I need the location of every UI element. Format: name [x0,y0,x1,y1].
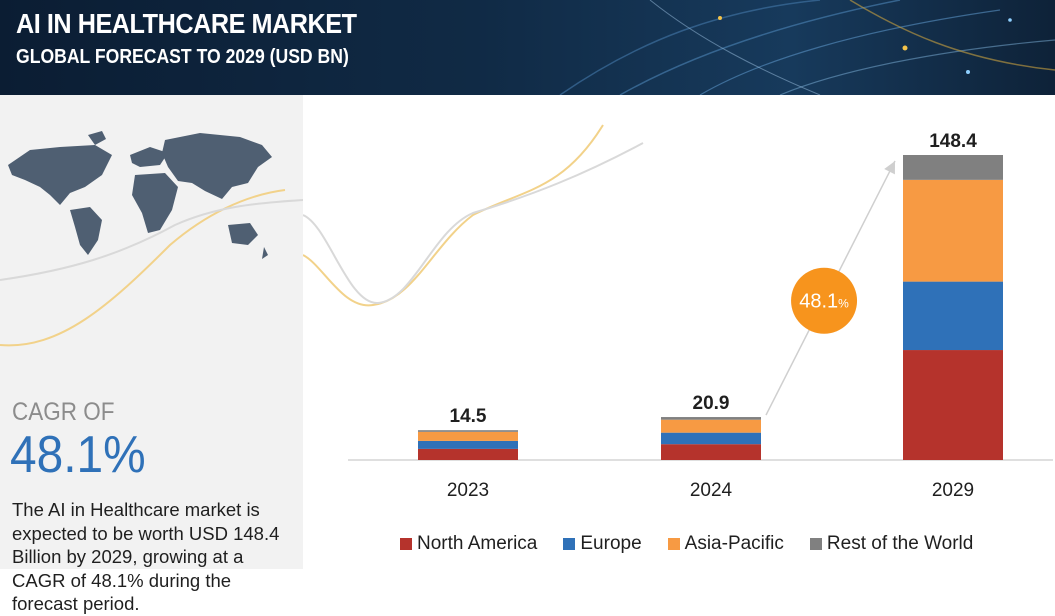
cagr-badge: 48.1% [799,291,849,313]
world-map-icon [8,131,272,259]
legend-swatch [400,538,412,550]
bar-segment-2023-north-america [418,448,518,460]
bar-segment-2023-europe [418,440,518,449]
cagr-badge-unit: % [838,297,849,311]
bar-segment-2029-europe [903,281,1003,351]
total-label-2024: 20.9 [693,393,730,414]
cagr-value: 48.1% [10,426,146,484]
header-banner: AI IN HEALTHCARE MARKET GLOBAL FORECAST … [0,0,1055,95]
legend-label: Asia-Pacific [684,533,784,554]
page-title: AI IN HEALTHCARE MARKET [16,8,357,39]
x-tick-label-2023: 2023 [447,480,489,501]
legend-swatch [667,538,680,550]
legend-label: North America [417,533,538,554]
stacked-bar-chart: 14.5 2023 20.9 2024 148.4 2029 48.1% [303,124,1053,501]
cagr-label: CAGR OF [12,398,115,426]
bars-group: 14.5 2023 20.9 2024 148.4 2029 [418,131,1003,501]
legend-item-europe: Europe [563,533,642,555]
bar-segment-2023-asia-pacific [418,431,518,441]
page-subtitle: GLOBAL FORECAST TO 2029 (USD BN) [16,46,349,68]
legend-swatch [563,538,576,550]
left-panel-art [0,131,303,347]
legend-label: Rest of the World [826,533,974,554]
bar-segment-2024-rest-of-the-world [661,417,761,420]
legend-item-north-america: North America [400,533,537,555]
bar-segment-2029-asia-pacific [903,179,1003,282]
x-tick-label-2024: 2024 [690,480,733,501]
cagr-badge-value: 48.1 [799,291,838,313]
cagr-badge-circle [791,267,858,334]
chart-background-curves [303,124,644,307]
bar-segment-2024-asia-pacific [661,419,761,433]
x-tick-label-2029: 2029 [932,480,974,501]
legend-label: Europe [580,533,642,554]
bar-segment-2024-north-america [661,444,761,460]
total-label-2023: 14.5 [450,406,487,427]
header-light-streaks [559,0,1055,95]
growth-arrowhead [884,161,895,175]
bar-segment-2029-rest-of-the-world [903,155,1003,180]
total-label-2029: 148.4 [929,131,977,152]
legend-item-asia-pacific: Asia-Pacific [667,533,784,555]
legend-item-rest-of-world: Rest of the World [809,533,974,555]
legend-swatch [809,538,822,550]
left-panel: CAGR OF 48.1% The AI in Healthcare marke… [0,95,303,614]
chart-legend: North America Europe Asia-Pacific Rest o… [400,533,973,555]
market-description: The AI in Healthcare market is expected … [12,499,280,614]
bar-segment-2024-europe [661,432,761,445]
bar-segment-2023-rest-of-the-world [418,430,518,432]
bar-segment-2029-north-america [903,350,1003,460]
